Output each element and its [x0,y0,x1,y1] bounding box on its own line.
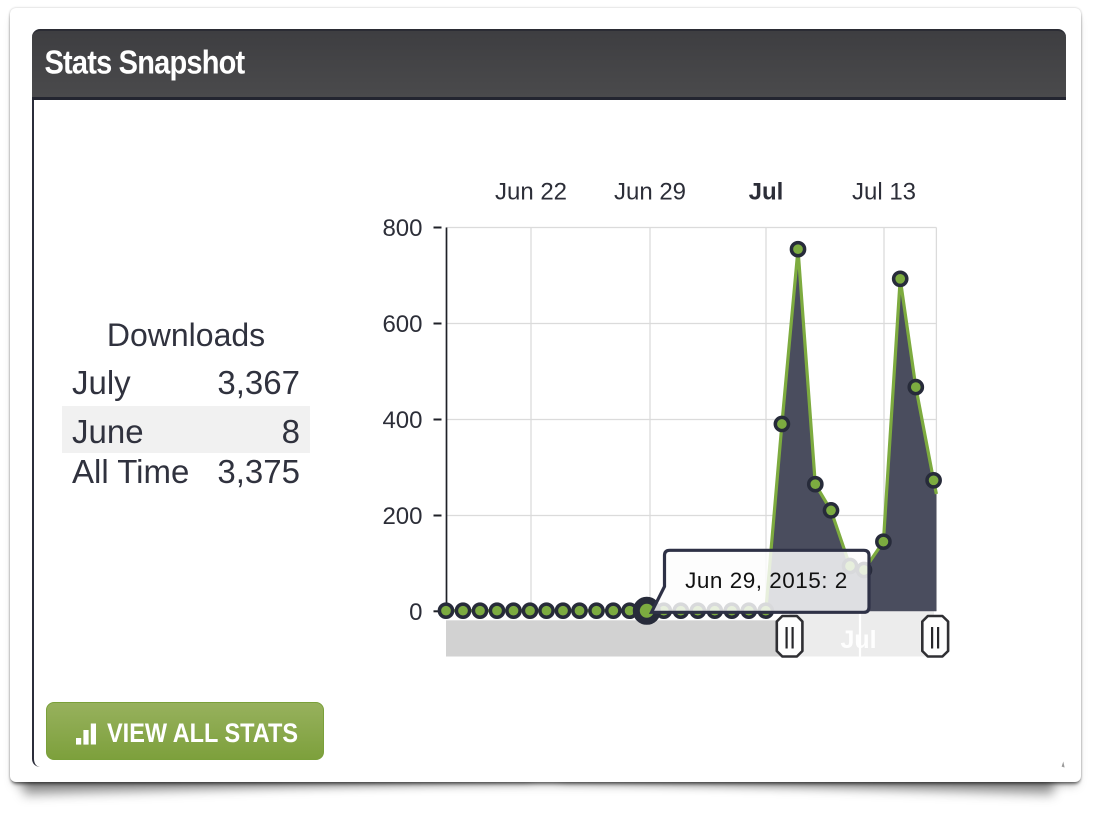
svg-text:200: 200 [382,503,422,530]
svg-text:0: 0 [409,599,422,626]
svg-text:Jul 13: Jul 13 [852,179,916,206]
svg-text:400: 400 [382,407,422,434]
svg-text:600: 600 [382,311,422,338]
svg-text:Jun 29: Jun 29 [614,179,686,206]
svg-text:Jul: Jul [749,179,784,206]
svg-text:Jul: Jul [840,626,876,654]
svg-text:Jun 29, 2015: 2: Jun 29, 2015: 2 [685,568,848,593]
svg-text:Jun 22: Jun 22 [495,179,567,206]
svg-text:800: 800 [382,215,422,242]
